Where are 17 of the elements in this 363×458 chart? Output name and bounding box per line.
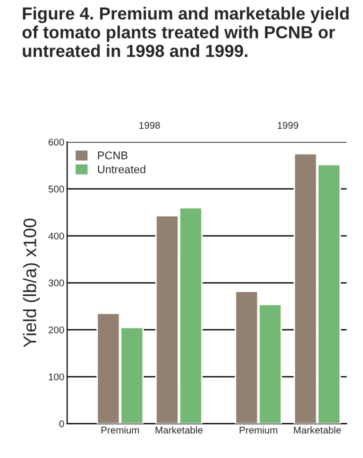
text: 1999 xyxy=(278,122,298,129)
chart-title: Figure 4. Premium and marketable yield of tomato plants treated with PCNB or untreated in 1998 and 1999. xyxy=(22,6,349,58)
x-tick-label: Marketable xyxy=(294,426,341,434)
y-tick-label: 100 xyxy=(48,373,64,380)
y-tick-label: 400 xyxy=(48,232,64,240)
x-tick-label: Marketable xyxy=(156,426,203,434)
y-tick-label: 300 xyxy=(48,280,64,286)
x-tick-label: Premium xyxy=(240,426,278,434)
legend-label: PCNB xyxy=(98,151,128,160)
x-tick-label: Premium xyxy=(101,426,139,434)
y-tick-label: 500 xyxy=(48,186,64,193)
y-axis-title: Yield (lb/a) x100 xyxy=(22,218,40,348)
text: 1998 xyxy=(139,122,160,129)
y-tick-label: 600 xyxy=(48,138,64,146)
legend-label: Untreated xyxy=(98,165,146,174)
y-tick-label: 200 xyxy=(48,326,64,334)
y-tick-label: 0 xyxy=(59,420,64,428)
